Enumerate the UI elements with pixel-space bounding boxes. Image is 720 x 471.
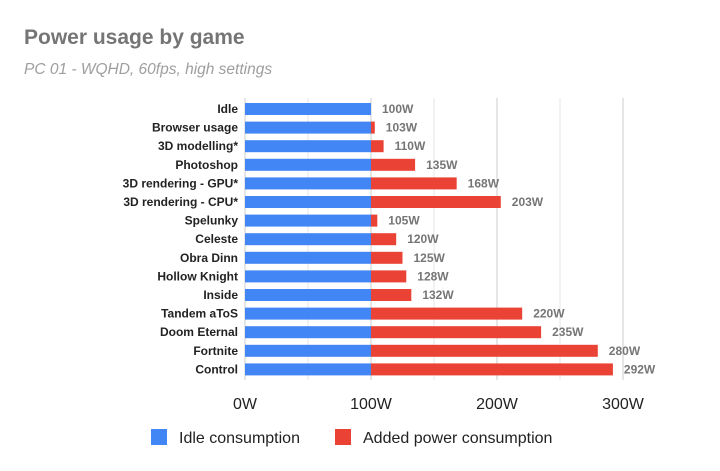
data-label: 135W	[426, 158, 458, 172]
bar-added	[371, 121, 375, 134]
bar-added	[371, 251, 403, 264]
category-label: 3D rendering - CPU*	[123, 195, 238, 209]
category-label: Tandem aToS	[161, 307, 238, 321]
bar-added	[371, 158, 416, 171]
bar-idle	[245, 140, 371, 153]
bar-added	[371, 344, 598, 357]
data-label: 292W	[624, 362, 656, 376]
bar-added	[371, 177, 457, 190]
bar-idle	[245, 251, 371, 264]
data-label: 128W	[417, 269, 449, 283]
data-label: 132W	[422, 288, 454, 302]
data-label: 110W	[395, 139, 426, 153]
category-label: 3D modelling*	[158, 139, 238, 153]
bar-idle	[245, 233, 371, 246]
category-label: Inside	[203, 288, 238, 302]
bar-added	[371, 233, 397, 246]
data-label: 280W	[609, 344, 641, 358]
data-label: 235W	[552, 325, 584, 339]
data-label: 125W	[414, 251, 446, 265]
category-label: Spelunky	[185, 214, 239, 228]
bar-idle	[245, 177, 371, 190]
data-label: 120W	[407, 232, 439, 246]
bar-added	[371, 270, 407, 283]
bar-idle	[245, 270, 371, 283]
bar-idle	[245, 158, 371, 171]
data-label: 220W	[533, 307, 565, 321]
bar-idle	[245, 289, 371, 301]
legend-swatch	[335, 429, 351, 445]
data-label: 168W	[468, 176, 500, 190]
chart-subtitle: PC 01 - WQHD, 60fps, high settings	[24, 61, 273, 78]
bar-idle	[245, 344, 371, 357]
category-label: Hollow Knight	[157, 269, 238, 283]
category-label: 3D rendering - GPU*	[123, 176, 239, 190]
data-label: 203W	[512, 195, 544, 209]
category-label: Idle	[217, 102, 238, 116]
bar-idle	[245, 121, 371, 134]
bar-idle	[245, 103, 371, 115]
bar-added	[371, 196, 501, 208]
x-tick-label: 300W	[602, 396, 645, 413]
category-label: Celeste	[195, 232, 238, 246]
x-tick-label: 200W	[476, 396, 519, 413]
bar-added	[371, 214, 378, 227]
category-label: Obra Dinn	[180, 251, 238, 265]
bar-added	[371, 363, 613, 376]
bar-idle	[245, 196, 371, 208]
bar-added	[371, 307, 523, 320]
legend-label: Idle consumption	[179, 430, 300, 447]
category-label: Control	[195, 362, 238, 376]
bar-added	[371, 140, 384, 153]
category-label: Doom Eternal	[160, 325, 238, 339]
legend-swatch	[151, 429, 167, 445]
category-label: Browser usage	[152, 121, 238, 135]
bar-idle	[245, 326, 371, 339]
chart-title: Power usage by game	[24, 26, 245, 49]
bar-added	[371, 326, 542, 339]
x-tick-label: 0W	[233, 396, 258, 413]
data-label: 103W	[386, 121, 418, 135]
category-label: Photoshop	[175, 158, 238, 172]
legend-label: Added power consumption	[363, 430, 552, 447]
bar-added	[371, 289, 412, 301]
bar-idle	[245, 214, 371, 227]
bar-idle	[245, 363, 371, 376]
category-label: Fortnite	[193, 344, 238, 358]
data-label: 100W	[382, 102, 414, 116]
data-label: 105W	[388, 214, 420, 228]
x-tick-label: 100W	[350, 396, 393, 413]
bar-idle	[245, 307, 371, 320]
